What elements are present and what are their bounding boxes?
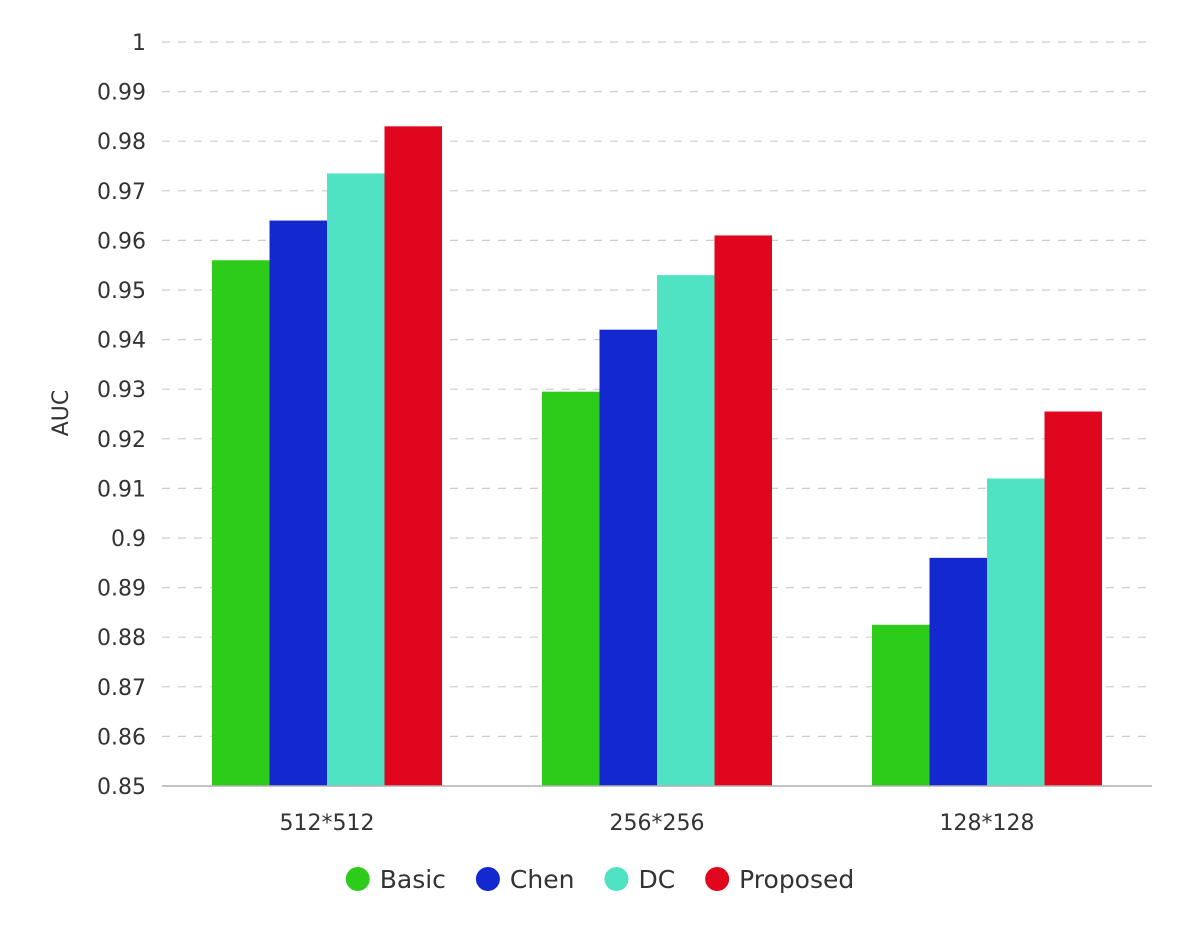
legend-item-proposed: Proposed (705, 865, 854, 894)
legend-label: Proposed (739, 865, 854, 894)
legend: Basic Chen DC Proposed (345, 865, 854, 894)
legend-swatch (705, 867, 730, 891)
y-tick-label: 0.92 (97, 428, 146, 453)
y-tick-label: 0.93 (97, 378, 146, 403)
legend-label: Basic (380, 865, 446, 894)
bar-group (542, 235, 772, 786)
y-tick-label: 0.98 (97, 130, 146, 155)
bar-dc (987, 478, 1045, 786)
y-tick-label: 0.91 (97, 477, 146, 502)
bar-proposed (714, 235, 772, 786)
bar-basic (542, 391, 600, 786)
y-tick-label: 0.95 (97, 279, 146, 304)
x-tick-label: 256*256 (610, 811, 705, 836)
bar-dc (327, 173, 385, 786)
bar-chen (929, 557, 987, 786)
legend-swatch (475, 867, 500, 891)
legend-swatch (604, 867, 629, 891)
legend-item-basic: Basic (345, 865, 446, 894)
y-tick-label: 0.99 (97, 81, 146, 106)
bar-group (212, 126, 442, 786)
legend-swatch (345, 867, 370, 891)
y-tick-label: 0.9 (111, 527, 146, 552)
bar-group (872, 411, 1102, 786)
bar-basic (872, 624, 930, 786)
bar-proposed (1044, 411, 1102, 786)
bar-proposed (384, 126, 442, 786)
bar-basic (212, 260, 270, 786)
y-axis-ticks: 0.85 0.86 0.87 0.88 0.89 0.9 0.91 0.92 0.93 0.94 0… (97, 31, 146, 800)
y-tick-label: 1 (132, 31, 146, 56)
y-tick-label: 0.89 (97, 577, 146, 602)
y-tick-label: 0.97 (97, 180, 146, 205)
bar-chen (599, 329, 657, 786)
x-tick-label: 128*128 (940, 811, 1035, 836)
bar-chen (269, 220, 327, 786)
y-tick-label: 0.86 (97, 725, 146, 750)
y-tick-label: 0.96 (97, 229, 146, 254)
x-tick-label: 512*512 (280, 811, 375, 836)
y-tick-label: 0.85 (97, 775, 146, 800)
x-axis-ticks: 512*512 256*256 128*128 (280, 811, 1035, 836)
bar-dc (657, 275, 715, 786)
legend-label: DC (638, 865, 675, 894)
bar-groups (212, 126, 1102, 786)
y-tick-label: 0.87 (97, 676, 146, 701)
y-tick-label: 0.94 (97, 329, 146, 354)
legend-label: Chen (510, 865, 575, 894)
y-tick-label: 0.88 (97, 626, 146, 651)
legend-item-dc: DC (604, 865, 675, 894)
y-axis-label: AUC (49, 390, 74, 437)
legend-item-chen: Chen (475, 865, 575, 894)
